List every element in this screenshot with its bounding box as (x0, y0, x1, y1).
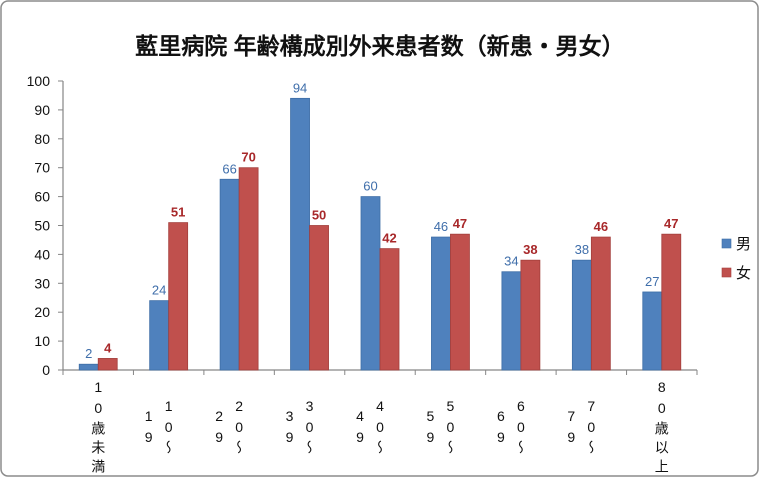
bar-female (520, 259, 541, 371)
data-label-female: 70 (241, 150, 255, 165)
y-tick-label: 0 (42, 362, 50, 378)
x-category-label: 80歳以上 (653, 379, 670, 478)
legend-label-male: 男 (736, 236, 751, 253)
x-category-label: 40～49 (352, 398, 388, 459)
x-category-label: 60～69 (492, 398, 529, 459)
bar-female (661, 233, 682, 371)
bar-female (238, 167, 259, 371)
x-category-label: 20～29 (211, 398, 248, 459)
y-tick-label: 60 (34, 189, 50, 205)
data-label-male: 2 (85, 346, 92, 361)
x-category-label: 70～79 (563, 398, 600, 459)
data-label-female: 46 (594, 219, 608, 234)
bar-female (379, 248, 400, 371)
x-category-label: 30～39 (281, 398, 318, 459)
bar-female (97, 358, 118, 371)
legend-swatch-male (721, 238, 732, 249)
bars (78, 97, 682, 371)
y-tick-label: 50 (34, 218, 50, 234)
chart-title: 藍里病院 年齢構成別外来患者数（新患・男女） (135, 33, 624, 59)
data-labels: 2 24 66 94 60 46 34 38 27 4 51 70 50 42 47 38 46 47 (85, 80, 678, 361)
bar-female (450, 233, 470, 371)
y-axis: 0 10 20 30 40 50 60 70 80 90 100 (27, 73, 64, 378)
bar-female (309, 225, 329, 371)
data-label-male: 66 (222, 161, 236, 176)
data-label-female: 47 (453, 216, 467, 231)
y-tick-label: 90 (34, 102, 50, 118)
y-tick-label: 70 (34, 160, 50, 176)
data-label-male: 27 (645, 274, 659, 289)
bar-female (590, 236, 611, 371)
y-tick-label: 80 (34, 131, 50, 147)
data-label-female: 4 (104, 340, 112, 355)
legend-swatch-female (721, 267, 732, 278)
y-tick-label: 20 (34, 304, 50, 320)
data-label-male: 38 (575, 242, 589, 257)
data-label-male: 24 (152, 283, 166, 298)
y-tick-label: 30 (34, 275, 50, 291)
y-tick-label: 10 (34, 333, 50, 349)
x-category-label: 10歳未満 (90, 379, 107, 478)
y-tick-label: 40 (34, 246, 50, 262)
data-label-female: 47 (664, 216, 678, 231)
x-category-label: 10～19 (140, 398, 177, 459)
legend: 男女 (721, 236, 751, 282)
data-label-male: 46 (434, 219, 448, 234)
data-label-male: 34 (504, 254, 518, 269)
data-label-female: 42 (382, 231, 396, 246)
data-label-female: 50 (312, 208, 326, 223)
data-label-male: 94 (293, 80, 307, 95)
data-label-female: 51 (171, 205, 185, 220)
y-tick-label: 100 (27, 73, 51, 89)
x-category-label: 50～59 (422, 398, 459, 459)
data-label-male: 60 (363, 179, 377, 194)
legend-label-female: 女 (736, 264, 751, 282)
data-label-female: 38 (523, 242, 537, 257)
bar-female (168, 222, 189, 371)
